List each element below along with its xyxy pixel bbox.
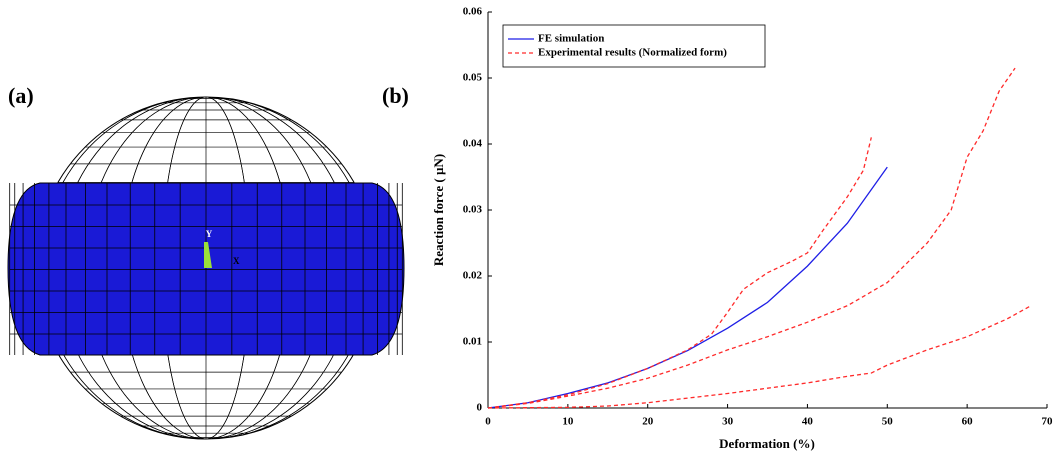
y-axis-label: Reaction force ( µN) — [431, 154, 446, 266]
y-tick-label: 0 — [477, 402, 483, 414]
y-tick-label: 0.01 — [463, 336, 482, 348]
legend-label: Experimental results (Normalized form) — [538, 47, 727, 59]
x-tick-label: 60 — [962, 416, 974, 428]
y-tick-label: 0.04 — [463, 138, 483, 150]
sphere-mesh — [8, 97, 404, 439]
series-line — [488, 68, 1015, 408]
panel-label: (b) — [382, 83, 409, 108]
panel-label: (a) — [8, 83, 34, 108]
x-tick-label: 0 — [485, 416, 491, 428]
triad-label: X — [233, 256, 240, 266]
x-tick-label: 10 — [562, 416, 574, 428]
y-tick-label: 0.05 — [463, 72, 483, 84]
x-tick-label: 30 — [722, 416, 734, 428]
y-tick-label: 0.03 — [463, 204, 483, 216]
x-tick-label: 20 — [642, 416, 654, 428]
triad-label: Y — [206, 229, 213, 239]
x-tick-label: 70 — [1042, 416, 1054, 428]
x-tick-label: 40 — [802, 416, 814, 428]
x-axis-label: Deformation (%) — [719, 436, 815, 451]
y-tick-label: 0.02 — [463, 270, 483, 282]
figure: (a) (b) Y X Deformation (%) Reaction for… — [0, 0, 1057, 454]
y-tick-label: 0.06 — [463, 6, 483, 18]
x-tick-label: 50 — [882, 416, 894, 428]
legend-label: FE simulation — [538, 33, 604, 45]
series-line — [488, 167, 887, 408]
